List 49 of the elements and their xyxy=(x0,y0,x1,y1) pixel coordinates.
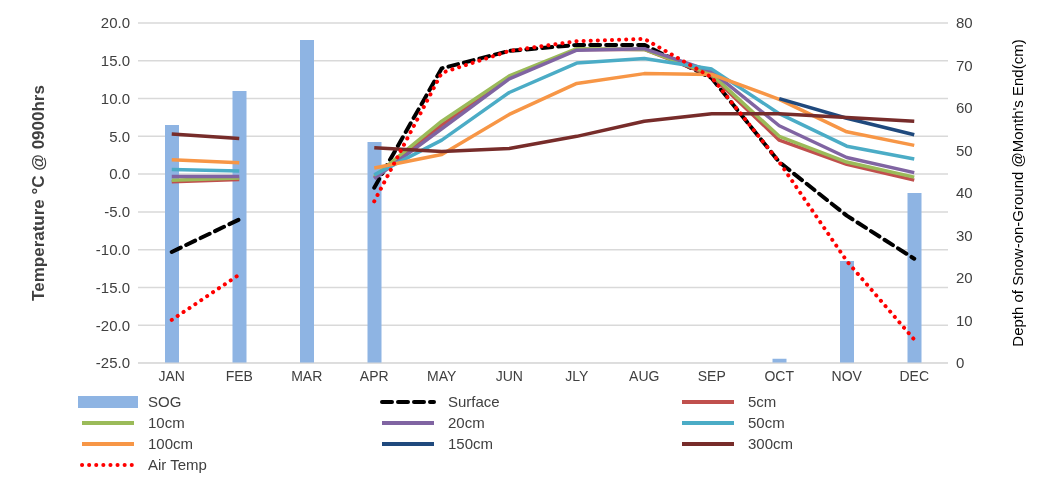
bar xyxy=(840,261,854,363)
y2-tick-label: 10 xyxy=(956,311,973,329)
x-tick-label: JUN xyxy=(495,367,523,384)
legend-label: SOG xyxy=(148,393,182,410)
x-tick-label: SEP xyxy=(697,367,726,384)
x-tick-label: APR xyxy=(359,367,389,384)
bar xyxy=(300,40,314,363)
y-tick-label: 15.0 xyxy=(100,52,130,70)
x-tick-label: NOV xyxy=(831,367,863,384)
y2-tick-label: 70 xyxy=(956,56,973,74)
legend-label: 5cm xyxy=(748,393,777,410)
x-tick-label: DEC xyxy=(899,367,930,384)
y-tick-label: -25.0 xyxy=(95,354,130,372)
y-tick-label: 10.0 xyxy=(100,89,130,107)
y2-tick-label: 30 xyxy=(956,226,973,244)
bar xyxy=(367,142,382,363)
y2-tick-label: 50 xyxy=(956,141,973,159)
y-tick-label: -20.0 xyxy=(95,316,130,334)
y-axis-title: Temperature °C @ 0900hrs xyxy=(29,85,49,301)
x-tick-label: MAR xyxy=(291,367,323,384)
legend-label: 100cm xyxy=(148,435,194,452)
y2-tick-label: 60 xyxy=(956,99,973,117)
x-tick-label: FEB xyxy=(225,367,253,384)
y2-tick-label: 40 xyxy=(956,184,973,202)
x-tick-label: JAN xyxy=(158,367,185,384)
legend-label: 150cm xyxy=(448,435,494,452)
legend-label: 300cm xyxy=(748,435,794,452)
y2-tick-label: 80 xyxy=(956,14,973,32)
x-tick-label: OCT xyxy=(764,367,795,384)
x-tick-label: MAY xyxy=(427,367,458,384)
y-tick-label: -10.0 xyxy=(95,240,130,258)
bar xyxy=(165,125,179,363)
y2-axis-title: Depth of Snow-on-Ground @Month's End(cm) xyxy=(1009,39,1027,347)
x-tick-label: JLY xyxy=(565,367,589,384)
y2-tick-label: 0 xyxy=(956,354,965,372)
bar xyxy=(907,193,922,363)
legend-label: 10cm xyxy=(148,414,185,431)
legend-label: 20cm xyxy=(448,414,485,431)
legend-label: Air Temp xyxy=(148,456,207,473)
y-tick-label: -5.0 xyxy=(104,203,130,221)
y-tick-label: 20.0 xyxy=(100,14,130,32)
legend-label: Surface xyxy=(448,393,500,410)
y-tick-label: -15.0 xyxy=(95,278,130,296)
x-tick-label: AUG xyxy=(629,367,660,384)
legend-label: 50cm xyxy=(748,414,785,431)
y-tick-label: 0.0 xyxy=(109,165,130,183)
y2-tick-label: 20 xyxy=(956,269,973,287)
bar xyxy=(232,91,247,363)
y-tick-label: 5.0 xyxy=(109,127,130,145)
